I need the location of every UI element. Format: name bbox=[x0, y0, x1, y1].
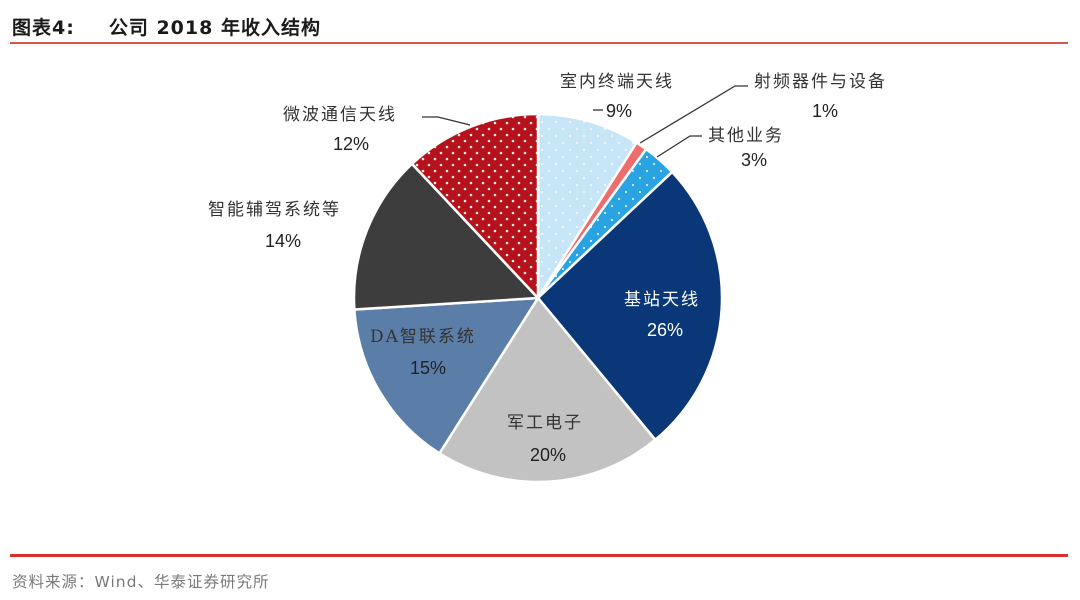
leader-line-rf bbox=[639, 85, 748, 144]
pie-slice-pattern-2 bbox=[538, 149, 673, 298]
label-microwave-name: 微波通信天线 bbox=[283, 105, 397, 125]
label-base-pct: 26% bbox=[647, 320, 683, 340]
label-military-pct: 20% bbox=[530, 445, 566, 465]
label-adas-pct: 14% bbox=[265, 231, 301, 251]
source-note: 资料来源：Wind、华泰证券研究所 bbox=[12, 573, 270, 591]
label-da-name: DA智联系统 bbox=[370, 327, 476, 347]
chart-title: 公司 2018 年收入结构 bbox=[108, 17, 321, 39]
leader-lines bbox=[422, 85, 748, 158]
title-rule bbox=[10, 42, 1068, 44]
label-other-name: 其他业务 bbox=[708, 126, 784, 146]
label-other-pct: 3% bbox=[741, 150, 767, 170]
pie-slice-6 bbox=[352, 162, 541, 311]
label-indoor-pct: 9% bbox=[606, 101, 632, 121]
label-rf-name: 射频器件与设备 bbox=[754, 72, 887, 92]
pie-slice-3 bbox=[536, 170, 724, 442]
label-rf-pct: 1% bbox=[812, 101, 838, 121]
source-rule bbox=[10, 554, 1068, 557]
leader-line-microwave bbox=[422, 116, 471, 126]
leader-line-other bbox=[656, 135, 702, 158]
pie-slice-5 bbox=[353, 296, 541, 456]
label-adas-name: 智能辅驾系统等 bbox=[208, 200, 341, 220]
pie-slice-4 bbox=[437, 295, 658, 484]
label-indoor-name: 室内终端天线 bbox=[560, 72, 674, 92]
label-base-name: 基站天线 bbox=[624, 290, 700, 310]
figure-title: 图表4: 公司 2018 年收入结构 bbox=[12, 13, 321, 40]
pie-slice-pattern-7 bbox=[412, 113, 538, 298]
pie-slice-pattern-0 bbox=[538, 114, 637, 298]
label-da-pct: 15% bbox=[410, 358, 446, 378]
label-military-name: 军工电子 bbox=[507, 413, 583, 433]
pie-slices bbox=[352, 112, 724, 484]
figure-number: 图表4: bbox=[12, 17, 75, 39]
label-microwave-pct: 12% bbox=[333, 134, 369, 154]
